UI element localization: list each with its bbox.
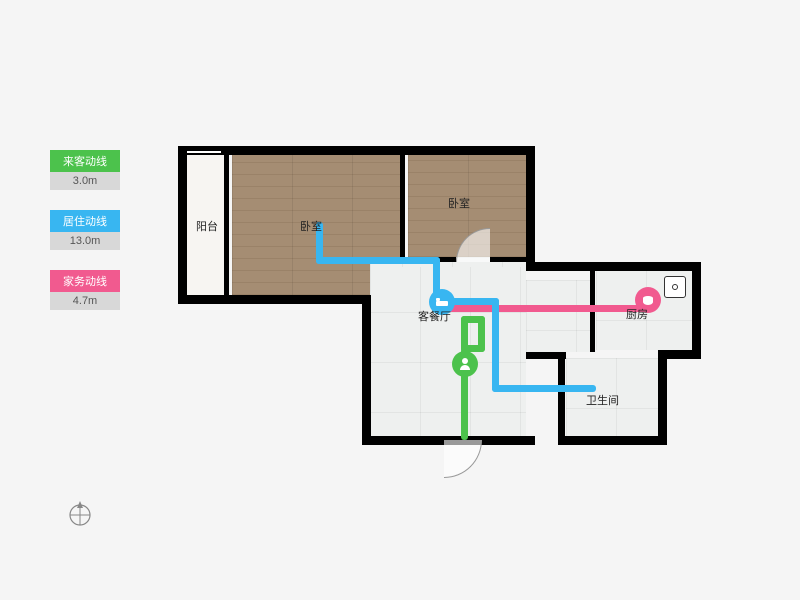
wall: [178, 295, 370, 304]
room-living: [370, 262, 526, 436]
room-label-kitchen: 厨房: [626, 306, 648, 322]
wall: [400, 155, 405, 263]
room-label-bedroom2: 卧室: [448, 195, 470, 211]
window: [186, 150, 222, 154]
wall: [526, 262, 701, 271]
room-label-bath: 卫生间: [586, 392, 619, 408]
wall: [558, 436, 666, 445]
wall: [490, 257, 530, 262]
wall: [178, 146, 534, 155]
legend: 来客动线 3.0m 居住动线 13.0m 家务动线 4.7m: [50, 150, 120, 330]
wall: [362, 295, 371, 445]
living-path-segment: [492, 298, 499, 392]
wall: [224, 155, 229, 295]
sink-icon: [664, 276, 686, 298]
wall: [658, 350, 667, 445]
room-label-bedroom1: 卧室: [300, 218, 322, 234]
legend-item-chore: 家务动线 4.7m: [50, 270, 120, 310]
living-path-segment: [492, 385, 596, 392]
legend-value: 4.7m: [50, 292, 120, 310]
legend-label: 居住动线: [50, 210, 120, 232]
person-node-icon: [452, 351, 478, 377]
legend-label: 来客动线: [50, 150, 120, 172]
wall: [692, 262, 701, 359]
door: [444, 440, 482, 478]
legend-item-guest: 来客动线 3.0m: [50, 150, 120, 190]
legend-label: 家务动线: [50, 270, 120, 292]
room-label-living: 客餐厅: [418, 308, 451, 324]
room-hall: [526, 280, 590, 352]
wall: [178, 146, 187, 304]
room-label-balcony: 阳台: [196, 218, 218, 234]
wall: [526, 436, 535, 445]
living-path-segment: [316, 257, 440, 264]
legend-value: 3.0m: [50, 172, 120, 190]
chore-path-segment: [448, 305, 648, 312]
wall: [526, 146, 535, 271]
wall: [558, 352, 565, 442]
legend-value: 13.0m: [50, 232, 120, 250]
legend-item-living: 居住动线 13.0m: [50, 210, 120, 250]
compass-icon: [65, 498, 95, 528]
